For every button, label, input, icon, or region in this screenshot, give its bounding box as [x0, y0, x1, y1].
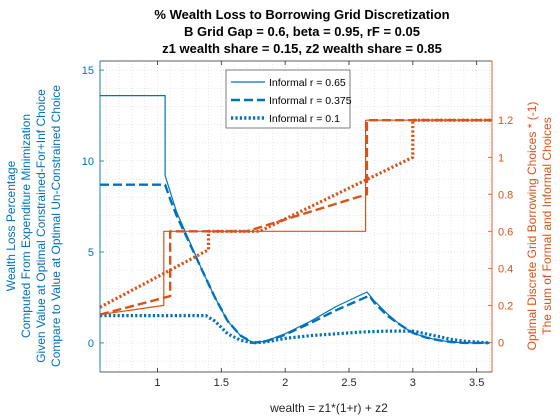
x-tick-label: 1: [154, 377, 160, 389]
legend: Informal r = 0.65 Informal r = 0.375 Inf…: [225, 69, 352, 129]
left-axis-label-line-4: Compare to Value at Optimal Un-Constrain…: [49, 85, 63, 367]
left-axis-label-line-2: Computed From Expenditure Minimization: [19, 114, 33, 338]
right-axis-label-line-1: Optimal Discrete Grid Borrowing Choices …: [525, 102, 539, 351]
chart-title-line-2: B Grid Gap = 0.6, beta = 0.95, rF = 0.05: [184, 24, 420, 39]
left-axis-label: Wealth Loss Percentage Computed From Exp…: [4, 85, 63, 367]
series-line-wealth-loss-dashed: [100, 183, 490, 345]
right-axis-label-line-2: The sum of Formal and Informal Choices: [540, 117, 554, 334]
chart-title-line-3: z1 wealth share = 0.15, z2 wealth share …: [162, 41, 442, 56]
left-y-tick-label: 10: [82, 156, 94, 168]
right-axis-label: Optimal Discrete Grid Borrowing Choices …: [525, 102, 554, 351]
x-tick-label: 3: [410, 377, 416, 389]
right-y-tick-label: 0.6: [498, 226, 513, 238]
x-tick-label: 2: [282, 377, 288, 389]
right-y-tick-label: 1: [498, 152, 504, 164]
legend-label-r065: Informal r = 0.65: [269, 77, 346, 89]
left-axis-label-line-1: Wealth Loss Percentage: [4, 160, 18, 291]
x-axis-label: wealth = z1*(1+r) + z2: [269, 401, 388, 415]
right-y-tick-label: 0: [498, 337, 504, 349]
right-y-tick-label: 0.4: [498, 263, 513, 275]
series-line-borrowing-choice-dashed: [99, 118, 492, 316]
right-y-tick-label: 1.2: [498, 115, 513, 127]
chart-title-line-1: % Wealth Loss to Borrowing Grid Discreti…: [154, 7, 449, 22]
right-y-tick-label: 0.2: [498, 300, 513, 312]
series-line-wealth-loss-dotted: [100, 314, 490, 345]
left-y-tick-label: 5: [88, 247, 94, 259]
x-tick-label: 3.5: [469, 377, 484, 389]
series-line-borrowing-choice-dotted: [99, 118, 492, 309]
x-tick-label: 1.5: [214, 377, 229, 389]
left-axis-label-line-3: Given Value at Optimal Constrained-For+I…: [34, 89, 48, 363]
left-y-tick-label: 0: [88, 338, 94, 350]
left-y-tick-label: 15: [82, 65, 94, 77]
legend-label-r0375: Informal r = 0.375: [269, 95, 352, 107]
right-y-tick-label: 0.8: [498, 189, 513, 201]
legend-label-r01: Informal r = 0.1: [269, 113, 340, 125]
x-tick-label: 2.5: [341, 377, 356, 389]
